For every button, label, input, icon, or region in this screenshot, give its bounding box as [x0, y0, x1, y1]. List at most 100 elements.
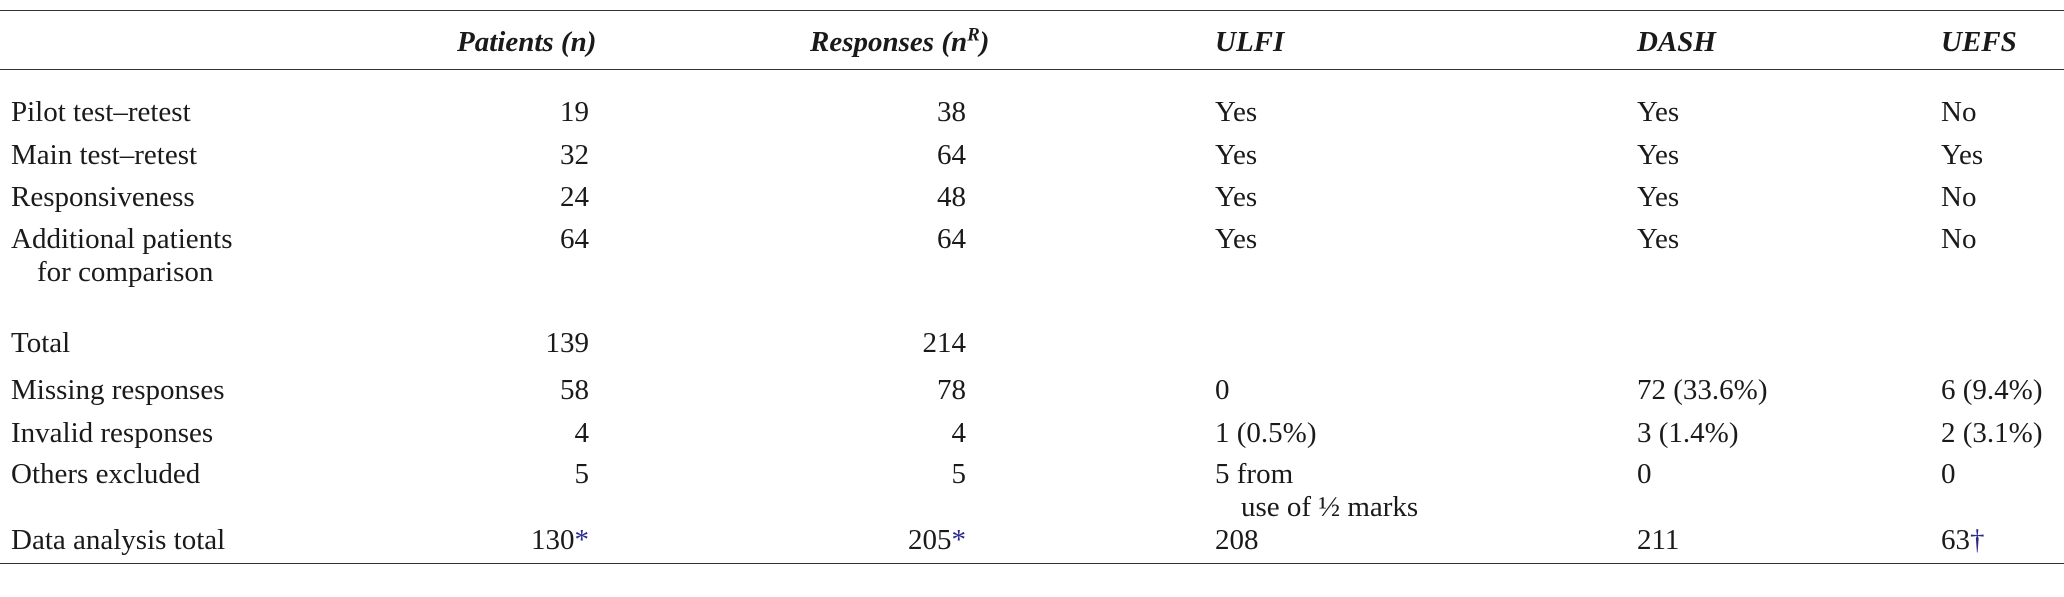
row-label: Main test–retest	[11, 138, 197, 172]
text: Data analysis total	[11, 524, 226, 556]
text: 0	[1941, 458, 1956, 490]
text: Yes	[1215, 223, 1258, 255]
text: No	[1941, 223, 1977, 255]
text: Others excluded	[11, 458, 201, 490]
row-label: for comparison	[37, 255, 213, 289]
table-cell: 205*	[908, 523, 966, 557]
table-cell: 38	[937, 95, 966, 129]
table-cell: 64	[937, 222, 966, 256]
text: for comparison	[37, 256, 214, 288]
table-cell: 64	[560, 222, 589, 256]
text: 4	[574, 417, 590, 449]
text: Yes	[1941, 139, 1984, 171]
text: 64	[937, 139, 966, 171]
table-cell: 24	[560, 180, 589, 214]
table-cell: No	[1941, 222, 1976, 256]
table-cell: 211	[1637, 523, 1679, 557]
text: Yes	[1215, 96, 1258, 128]
text: 1 (0.5%)	[1215, 417, 1317, 449]
table-cell: Yes	[1215, 138, 1257, 172]
table-cell: 0	[1637, 457, 1652, 491]
text: 64	[937, 223, 966, 255]
table-cell: 4	[575, 416, 590, 450]
table-cell: 1 (0.5%)	[1215, 416, 1316, 450]
table-cell: Yes	[1637, 180, 1679, 214]
text: Patients (n)	[457, 26, 597, 58]
text: 130	[531, 524, 575, 556]
text: Missing responses	[11, 374, 225, 406]
table-cell: use of ½ marks	[1241, 490, 1418, 524]
text: 0	[1215, 374, 1230, 406]
table-cell: 19	[560, 95, 589, 129]
text: No	[1941, 181, 1977, 213]
text: Responsiveness	[11, 181, 195, 213]
table-cell: 130*	[531, 523, 589, 557]
table-cell: 6 (9.4%)	[1941, 373, 2042, 407]
text: 63	[1941, 524, 1970, 556]
table-cell: 3 (1.4%)	[1637, 416, 1738, 450]
text: 214	[922, 327, 967, 359]
text: 0	[1637, 458, 1652, 490]
table-cell: Yes	[1941, 138, 1983, 172]
text: DASH	[1637, 26, 1716, 58]
text: Yes	[1637, 96, 1680, 128]
table-cell: 139	[546, 326, 590, 360]
table-cell: 63†	[1941, 523, 1985, 557]
text: 4	[951, 417, 967, 449]
text: )	[979, 26, 990, 58]
row-label: Missing responses	[11, 373, 224, 407]
table-cell: 214	[923, 326, 967, 360]
table-cell: Yes	[1215, 222, 1257, 256]
table-cell: 58	[560, 373, 589, 407]
table-cell: No	[1941, 95, 1976, 129]
text: 208	[1215, 524, 1259, 556]
text: Yes	[1637, 181, 1680, 213]
row-label: Additional patients	[11, 222, 233, 256]
text: 5 from	[1215, 458, 1294, 490]
text: No	[1941, 96, 1977, 128]
table-cell: Yes	[1637, 95, 1679, 129]
text: 32	[560, 139, 589, 171]
table-cell: 78	[937, 373, 966, 407]
text: Additional patients	[11, 223, 233, 255]
text: 5	[951, 458, 967, 490]
row-label: Pilot test–retest	[11, 95, 191, 129]
table-cell: 0	[1941, 457, 1956, 491]
text: Responses (n	[810, 26, 968, 58]
row-label: Responsiveness	[11, 180, 195, 214]
table-cell: 32	[560, 138, 589, 172]
table-cell: Yes	[1215, 95, 1257, 129]
text: 3 (1.4%)	[1637, 417, 1739, 449]
text: 2 (3.1%)	[1941, 417, 2043, 449]
note: *	[574, 524, 590, 556]
text: 58	[560, 374, 589, 406]
table-cell: 5	[952, 457, 967, 491]
top-rule	[0, 10, 2064, 11]
text: Pilot test–retest	[11, 96, 191, 128]
column-header: Responses (nR)	[810, 25, 989, 59]
column-header: UEFS	[1941, 25, 2017, 59]
text: Invalid responses	[11, 417, 214, 449]
column-header: ULFI	[1215, 25, 1284, 59]
text: 139	[545, 327, 590, 359]
table-cell: Yes	[1637, 222, 1679, 256]
table-cell: Yes	[1637, 138, 1679, 172]
text: Yes	[1637, 223, 1680, 255]
column-header: DASH	[1637, 25, 1716, 59]
text: 48	[937, 181, 966, 213]
table-cell: 5	[575, 457, 590, 491]
table-cell: 48	[937, 180, 966, 214]
table-cell: No	[1941, 180, 1976, 214]
text: Yes	[1215, 181, 1258, 213]
text: R	[967, 24, 980, 46]
note: †	[1970, 524, 1985, 556]
table-cell: 5 from	[1215, 457, 1293, 491]
text: 6 (9.4%)	[1941, 374, 2043, 406]
text: ULFI	[1215, 26, 1285, 58]
text: Total	[11, 327, 71, 359]
table-cell: Yes	[1215, 180, 1257, 214]
table-cell: 2 (3.1%)	[1941, 416, 2042, 450]
table-cell: 4	[952, 416, 967, 450]
text: 205	[908, 524, 952, 556]
